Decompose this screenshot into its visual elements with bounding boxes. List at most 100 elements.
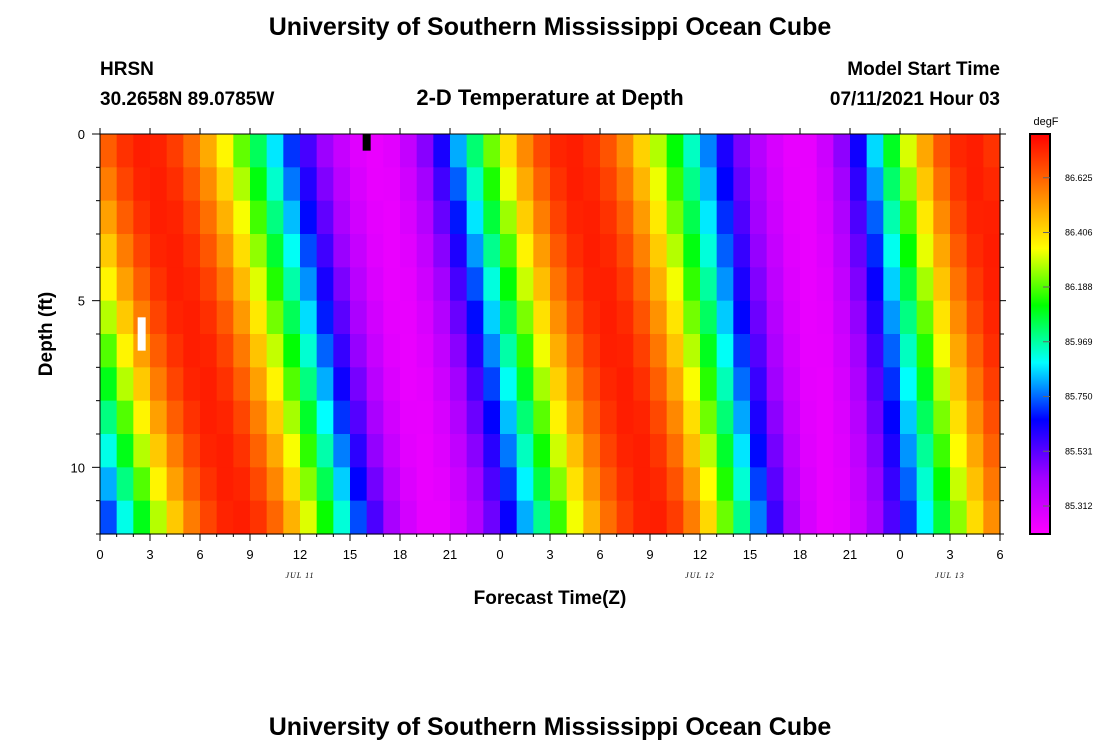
heatmap-cell	[750, 334, 768, 368]
heatmap-cell	[616, 167, 634, 202]
heatmap-cell	[533, 267, 551, 302]
heatmap-cell	[800, 367, 818, 402]
heatmap-cell	[650, 434, 668, 468]
heatmap-cell	[216, 500, 234, 535]
heatmap-cell	[500, 500, 518, 535]
heatmap-cell	[183, 200, 201, 235]
heatmap-cell	[666, 234, 684, 268]
heatmap-cell	[450, 267, 468, 302]
heatmap-cell	[566, 500, 584, 535]
colorbar-gradient	[1029, 133, 1051, 535]
heatmap-cell	[750, 434, 768, 468]
heatmap-cell	[900, 134, 918, 168]
heatmap-cell	[433, 400, 451, 435]
x-tick-label: 0	[496, 547, 503, 562]
heatmap-cell	[283, 267, 301, 302]
heatmap-cell	[383, 267, 401, 302]
heatmap-cell	[583, 200, 601, 235]
heatmap-cell	[416, 134, 434, 168]
heatmap-cell	[166, 300, 184, 335]
heatmap-cell	[150, 367, 168, 402]
heatmap-cell	[200, 300, 218, 335]
heatmap-cell	[500, 300, 518, 335]
heatmap-cell	[766, 334, 784, 368]
heatmap-cell	[966, 134, 984, 168]
heatmap-cell	[916, 134, 934, 168]
heatmap-cell	[433, 267, 451, 302]
heatmap-cell	[183, 267, 201, 302]
x-tick-label: 3	[146, 547, 153, 562]
heatmap-cell	[550, 500, 568, 535]
heatmap-cell	[500, 134, 518, 168]
heatmap-cell	[600, 200, 618, 235]
heatmap-cell	[783, 167, 801, 202]
x-tick-label: 0	[896, 547, 903, 562]
heatmap-cell	[466, 200, 484, 235]
heatmap-cell	[316, 467, 334, 502]
heatmap-cell	[800, 200, 818, 235]
heatmap-cell	[133, 200, 151, 235]
heatmap-cell	[433, 334, 451, 368]
heatmap-cell	[516, 334, 534, 368]
heatmap-cell	[250, 367, 268, 402]
heatmap-cell	[366, 134, 384, 168]
heatmap-cell	[266, 267, 284, 302]
heatmap-cell	[333, 234, 351, 268]
heatmap-cell	[616, 234, 634, 268]
heatmap-cell	[333, 400, 351, 435]
heatmap-cell	[433, 434, 451, 468]
heatmap-cell	[766, 367, 784, 402]
heatmap-cell	[866, 267, 884, 302]
heatmap-cell	[983, 334, 1001, 368]
heatmap-cell	[900, 334, 918, 368]
heatmap-cell	[300, 134, 318, 168]
heatmap-cell	[733, 334, 751, 368]
heatmap-cell	[116, 267, 134, 302]
heatmap-cell	[533, 200, 551, 235]
heatmap-cell	[466, 267, 484, 302]
heatmap-cell	[200, 134, 218, 168]
heatmap-cell	[633, 267, 651, 302]
heatmap-cell	[166, 134, 184, 168]
heatmap-cell	[233, 267, 251, 302]
heatmap-cell	[683, 367, 701, 402]
heatmap-cell	[250, 400, 268, 435]
heatmap-cell	[233, 300, 251, 335]
heatmap-cell	[866, 467, 884, 502]
heatmap-cell	[866, 167, 884, 202]
heatmap-cell	[116, 300, 134, 335]
heatmap-cell	[350, 367, 368, 402]
heatmap-cell	[850, 367, 868, 402]
heatmap-cell	[300, 334, 318, 368]
data-marker	[362, 134, 371, 151]
heatmap-cell	[483, 400, 501, 435]
heatmap-cell	[183, 334, 201, 368]
heatmap-cell	[616, 367, 634, 402]
heatmap-cell	[983, 167, 1001, 202]
heatmap-cell	[616, 300, 634, 335]
heatmap-cell	[166, 367, 184, 402]
heatmap-cell	[750, 200, 768, 235]
heatmap-cell	[866, 134, 884, 168]
heatmap-cell	[616, 434, 634, 468]
heatmap-cell	[533, 367, 551, 402]
heatmap-cell	[566, 200, 584, 235]
heatmap-cell	[533, 300, 551, 335]
heatmap-cell	[416, 267, 434, 302]
heatmap-cell	[933, 467, 951, 502]
heatmap-cell	[666, 200, 684, 235]
heatmap-cell	[600, 267, 618, 302]
heatmap-cell	[800, 467, 818, 502]
heatmap-cell	[783, 467, 801, 502]
heatmap-cell	[833, 434, 851, 468]
heatmap-cell	[616, 467, 634, 502]
heatmap-cell	[633, 134, 651, 168]
heatmap-cell	[666, 434, 684, 468]
heatmap-cell	[983, 400, 1001, 435]
x-tick-label: 21	[443, 547, 457, 562]
heatmap-cell	[383, 167, 401, 202]
heatmap-cell	[966, 434, 984, 468]
heatmap-cell	[600, 134, 618, 168]
heatmap-cell	[483, 200, 501, 235]
heatmap-cell	[683, 300, 701, 335]
